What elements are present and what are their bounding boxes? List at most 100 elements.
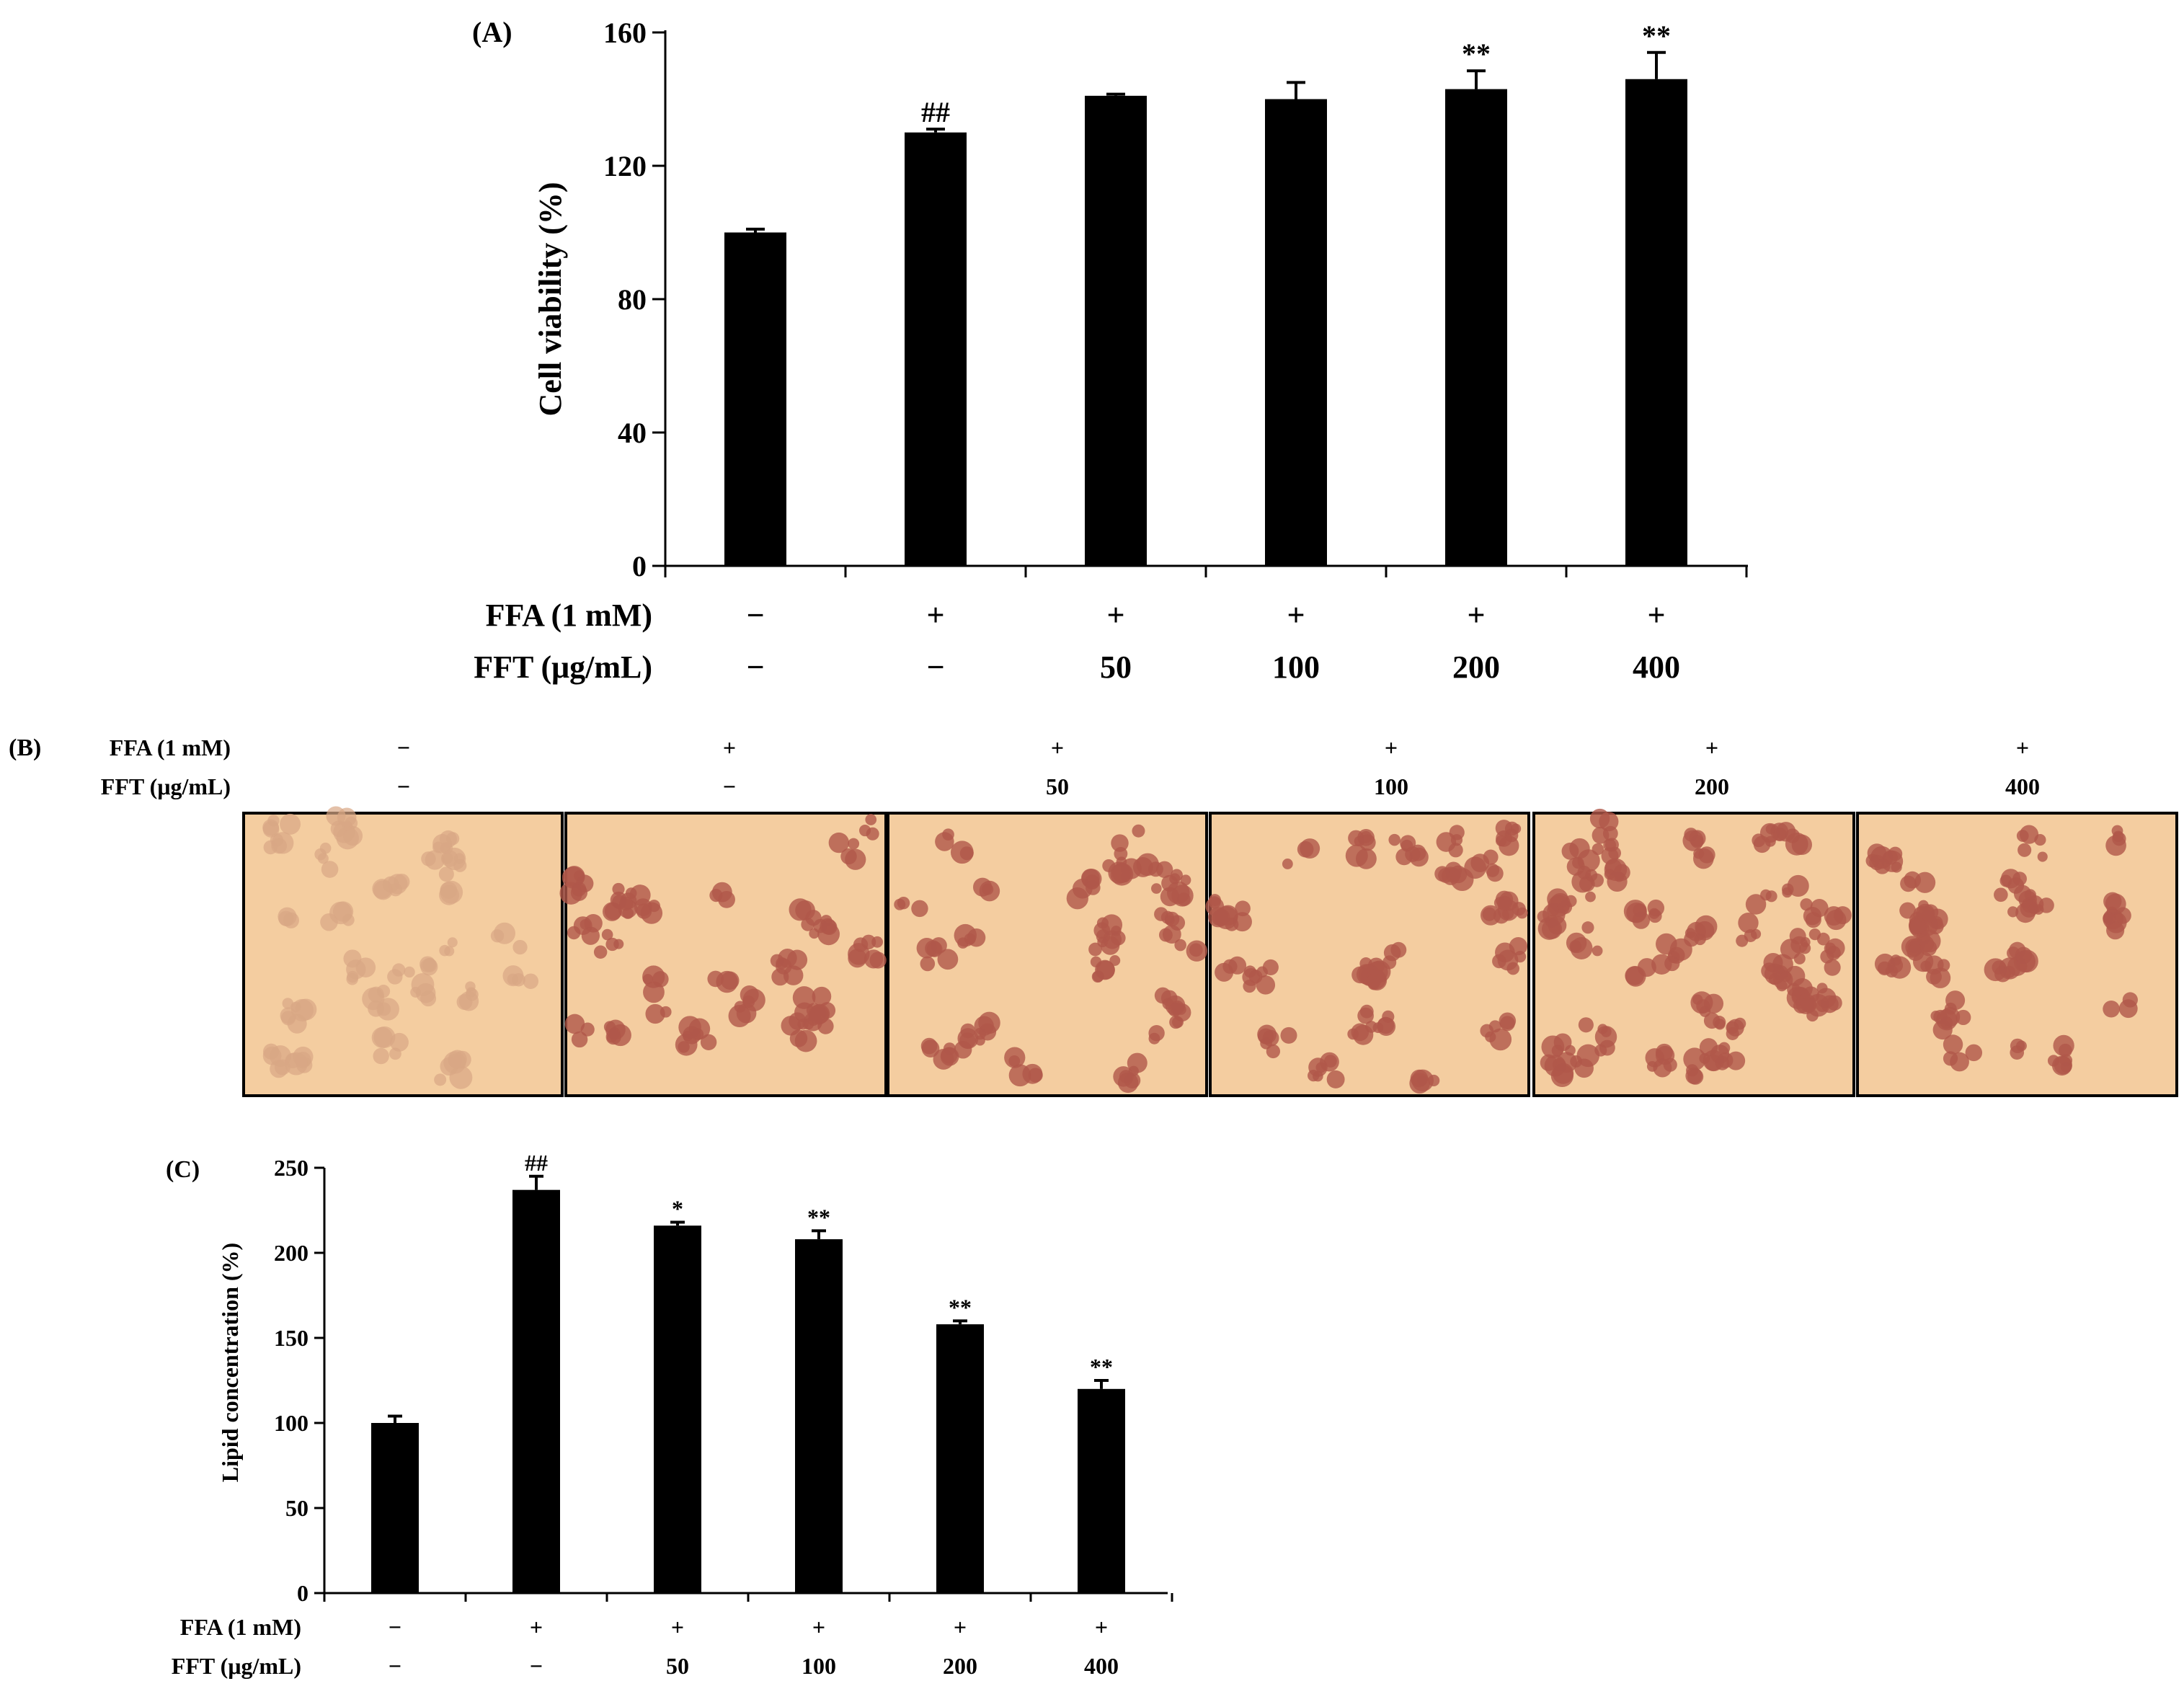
cell bbox=[2003, 965, 2016, 978]
cell bbox=[1572, 856, 1584, 869]
cell bbox=[858, 825, 871, 837]
cell-cluster bbox=[439, 880, 463, 905]
cell-cluster bbox=[420, 956, 438, 976]
cell-cluster bbox=[263, 832, 294, 855]
cell bbox=[1566, 932, 1587, 954]
cell bbox=[1470, 853, 1490, 872]
panelA-significance-mark: ** bbox=[1462, 37, 1491, 70]
cell bbox=[1826, 995, 1842, 1011]
cell-cluster bbox=[1464, 849, 1504, 882]
cell bbox=[1890, 954, 1901, 966]
cell bbox=[2016, 830, 2029, 842]
cell-cluster bbox=[1780, 928, 1811, 964]
panelC-bar bbox=[512, 1189, 560, 1593]
cell-cluster bbox=[1351, 964, 1388, 991]
cell-cluster bbox=[1345, 828, 1377, 869]
cell bbox=[1785, 965, 1806, 987]
cell bbox=[1745, 894, 1767, 915]
panelC-bar bbox=[1078, 1388, 1125, 1593]
panelA-fft-value: 100 bbox=[1272, 649, 1320, 685]
cell bbox=[1623, 900, 1647, 923]
cell bbox=[805, 910, 822, 926]
cell bbox=[372, 879, 392, 899]
panel-b-fft-label: FFT (μg/mL) bbox=[101, 773, 231, 799]
cell bbox=[1215, 962, 1234, 982]
cell bbox=[1684, 828, 1698, 842]
cell bbox=[453, 859, 467, 872]
cell bbox=[1086, 880, 1101, 895]
cell-cluster bbox=[1713, 1016, 1746, 1040]
cell bbox=[1683, 1047, 1706, 1070]
cell bbox=[1569, 838, 1590, 859]
cell-cluster bbox=[1770, 822, 1812, 856]
cell bbox=[1243, 980, 1256, 993]
cell bbox=[675, 1033, 698, 1056]
cell bbox=[1825, 938, 1845, 958]
cell-cluster bbox=[320, 901, 355, 931]
cell-cluster bbox=[805, 910, 840, 946]
cell bbox=[618, 897, 634, 911]
cell bbox=[1752, 833, 1766, 848]
cell bbox=[865, 814, 877, 825]
cell-cluster bbox=[1561, 838, 1600, 876]
panelA-y-tick-label: 40 bbox=[618, 417, 647, 449]
cell bbox=[321, 861, 339, 878]
panelC-significance-mark: ## bbox=[525, 1150, 548, 1176]
cell bbox=[1160, 910, 1174, 924]
cell-cluster bbox=[502, 965, 539, 989]
cell bbox=[1599, 812, 1619, 832]
panelA-y-tick-label: 120 bbox=[603, 150, 647, 182]
cell bbox=[2037, 851, 2048, 862]
cell bbox=[2028, 903, 2040, 915]
panel-a-y-axis-label: Cell viability (%) bbox=[533, 182, 568, 416]
cell bbox=[925, 940, 941, 957]
cell bbox=[869, 952, 887, 969]
cell bbox=[935, 832, 954, 851]
cell bbox=[1950, 1052, 1969, 1072]
cell bbox=[1111, 926, 1122, 936]
cell bbox=[1816, 983, 1828, 994]
cell bbox=[1388, 833, 1400, 846]
cell bbox=[1132, 824, 1145, 838]
cell-cluster bbox=[1736, 913, 1762, 947]
panel-b-fft-value: 50 bbox=[1046, 773, 1069, 799]
cell bbox=[1926, 968, 1942, 985]
cell bbox=[1280, 1026, 1297, 1044]
cell bbox=[1174, 939, 1186, 952]
cell bbox=[1738, 913, 1759, 934]
cell-cluster bbox=[1865, 843, 1903, 874]
cell-cluster bbox=[1578, 1017, 1617, 1056]
cell bbox=[1900, 875, 1917, 892]
panelA-y-tick-label: 160 bbox=[603, 17, 647, 49]
cell bbox=[329, 901, 352, 925]
cell bbox=[447, 937, 458, 948]
cell-cluster bbox=[634, 898, 663, 924]
panelA-y-tick-label: 80 bbox=[618, 283, 647, 316]
cell-cluster bbox=[916, 937, 959, 972]
cell-cluster bbox=[371, 1026, 409, 1065]
cell bbox=[911, 900, 928, 918]
cell bbox=[1450, 834, 1463, 846]
cell bbox=[371, 1026, 393, 1048]
cell-cluster bbox=[1120, 853, 1160, 879]
cell bbox=[742, 995, 755, 1008]
cell bbox=[278, 907, 297, 926]
cell-cluster bbox=[1589, 808, 1619, 844]
cell bbox=[1592, 826, 1610, 844]
cell bbox=[601, 928, 613, 941]
cell bbox=[1400, 835, 1416, 851]
cell bbox=[1694, 933, 1706, 946]
cell-cluster bbox=[1645, 1043, 1677, 1078]
cell bbox=[2112, 830, 2124, 843]
cell-cluster bbox=[387, 963, 415, 985]
cell bbox=[828, 832, 850, 853]
cell bbox=[466, 987, 476, 998]
cell-cluster bbox=[1436, 825, 1465, 858]
panel-b-ffa-value: − bbox=[397, 735, 410, 760]
cell-cluster bbox=[1162, 995, 1191, 1028]
cell-cluster bbox=[1347, 1007, 1374, 1045]
cell bbox=[660, 1006, 672, 1018]
cell-cluster bbox=[1682, 828, 1715, 869]
cell bbox=[1516, 907, 1528, 919]
cell bbox=[561, 866, 585, 889]
